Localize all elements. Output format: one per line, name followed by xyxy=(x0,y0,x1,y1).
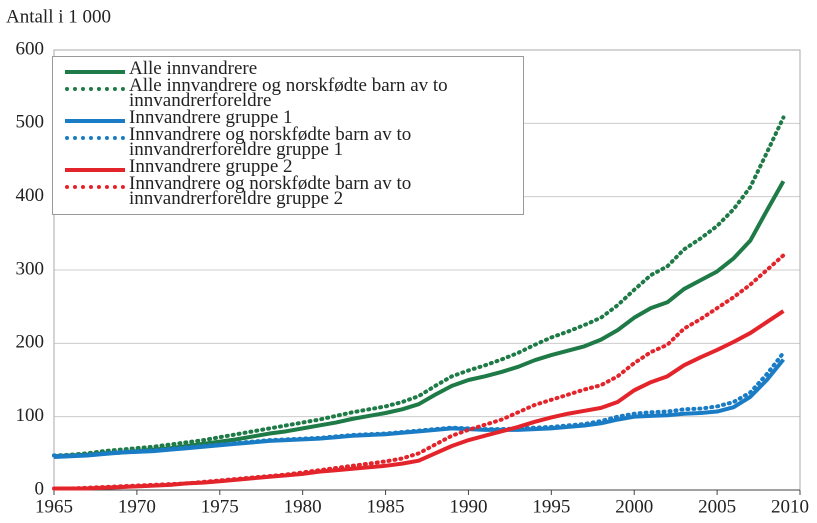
y-tick-label: 300 xyxy=(16,258,45,279)
legend-swatch xyxy=(65,119,125,123)
legend: Alle innvandrere Alle innvandrere og nors… xyxy=(52,56,524,215)
x-tick-label: 2005 xyxy=(698,496,736,517)
y-tick-label: 0 xyxy=(35,478,45,499)
legend-item: Alle innvandrere og norskfødte barn av t… xyxy=(53,75,523,111)
y-tick-label: 200 xyxy=(16,332,45,353)
legend-item: Innvandrere og norskfødte barn av to inn… xyxy=(53,173,523,209)
x-tick-label: 1970 xyxy=(118,496,156,517)
legend-swatch xyxy=(65,87,125,91)
y-tick-label: 400 xyxy=(16,185,45,206)
legend-label: Alle innvandrere og norskfødte barn av t… xyxy=(129,75,448,111)
legend-label: Innvandrere og norskfødte barn av to inn… xyxy=(129,173,412,209)
legend-item: Innvandrere og norskfødte barn av to inn… xyxy=(53,124,523,160)
x-tick-label: 1995 xyxy=(532,496,570,517)
x-tick-label: 2000 xyxy=(615,496,653,517)
legend-swatch xyxy=(65,185,125,189)
y-axis-label: Antall i 1 000 xyxy=(6,6,111,27)
legend-label: Innvandrere og norskfødte barn av to inn… xyxy=(129,124,412,160)
legend-item: Innvandrere gruppe 2 xyxy=(53,156,523,177)
legend-label: Innvandrere gruppe 1 xyxy=(129,107,293,128)
x-tick-label: 1980 xyxy=(284,496,322,517)
series-line xyxy=(52,115,786,458)
legend-label: Alle innvandrere xyxy=(129,58,258,79)
legend-label: Innvandrere gruppe 2 xyxy=(129,156,293,177)
legend-item: Innvandrere gruppe 1 xyxy=(53,107,523,128)
x-tick-label: 1990 xyxy=(449,496,487,517)
x-tick-label: 2010 xyxy=(771,496,809,517)
y-tick-label: 100 xyxy=(16,405,45,426)
y-tick-label: 500 xyxy=(16,112,45,133)
x-tick-label: 1985 xyxy=(367,496,405,517)
y-tick-label: 600 xyxy=(16,38,45,59)
series-line xyxy=(52,253,786,491)
legend-swatch xyxy=(65,70,125,74)
legend-swatch xyxy=(65,136,125,140)
legend-item: Alle innvandrere xyxy=(53,58,523,79)
legend-swatch xyxy=(65,168,125,172)
x-tick-label: 1975 xyxy=(201,496,239,517)
series-line xyxy=(52,350,786,458)
x-tick-label: 1965 xyxy=(35,496,73,517)
